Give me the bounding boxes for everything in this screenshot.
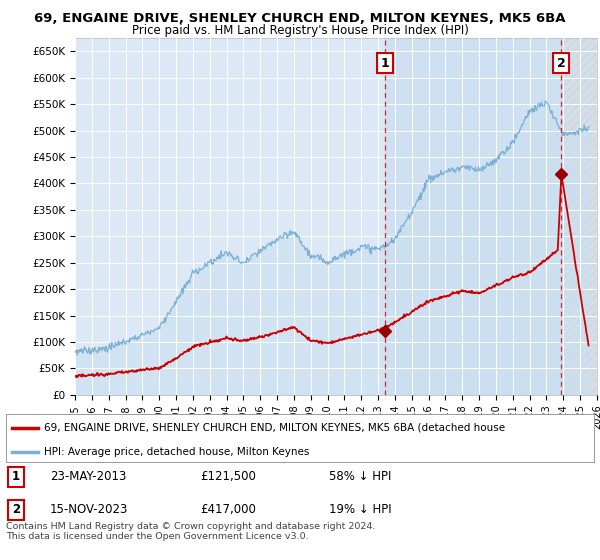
Bar	[562, 38, 597, 395]
Text: Price paid vs. HM Land Registry's House Price Index (HPI): Price paid vs. HM Land Registry's House …	[131, 24, 469, 37]
Bar	[385, 38, 562, 395]
Text: 69, ENGAINE DRIVE, SHENLEY CHURCH END, MILTON KEYNES, MK5 6BA: 69, ENGAINE DRIVE, SHENLEY CHURCH END, M…	[34, 12, 566, 25]
Text: 19% ↓ HPI: 19% ↓ HPI	[329, 503, 392, 516]
Text: HPI: Average price, detached house, Milton Keynes: HPI: Average price, detached house, Milt…	[44, 446, 310, 456]
Text: £417,000: £417,000	[200, 503, 256, 516]
Text: Contains HM Land Registry data © Crown copyright and database right 2024.
This d: Contains HM Land Registry data © Crown c…	[6, 522, 376, 542]
Text: 58% ↓ HPI: 58% ↓ HPI	[329, 470, 392, 483]
Text: £121,500: £121,500	[200, 470, 256, 483]
Text: 23-MAY-2013: 23-MAY-2013	[50, 470, 127, 483]
Text: 69, ENGAINE DRIVE, SHENLEY CHURCH END, MILTON KEYNES, MK5 6BA (detached house: 69, ENGAINE DRIVE, SHENLEY CHURCH END, M…	[44, 423, 505, 433]
Text: 1: 1	[380, 57, 389, 69]
Text: 1: 1	[12, 470, 20, 483]
Text: 2: 2	[557, 57, 566, 69]
Text: 15-NOV-2023: 15-NOV-2023	[50, 503, 128, 516]
Text: 2: 2	[12, 503, 20, 516]
